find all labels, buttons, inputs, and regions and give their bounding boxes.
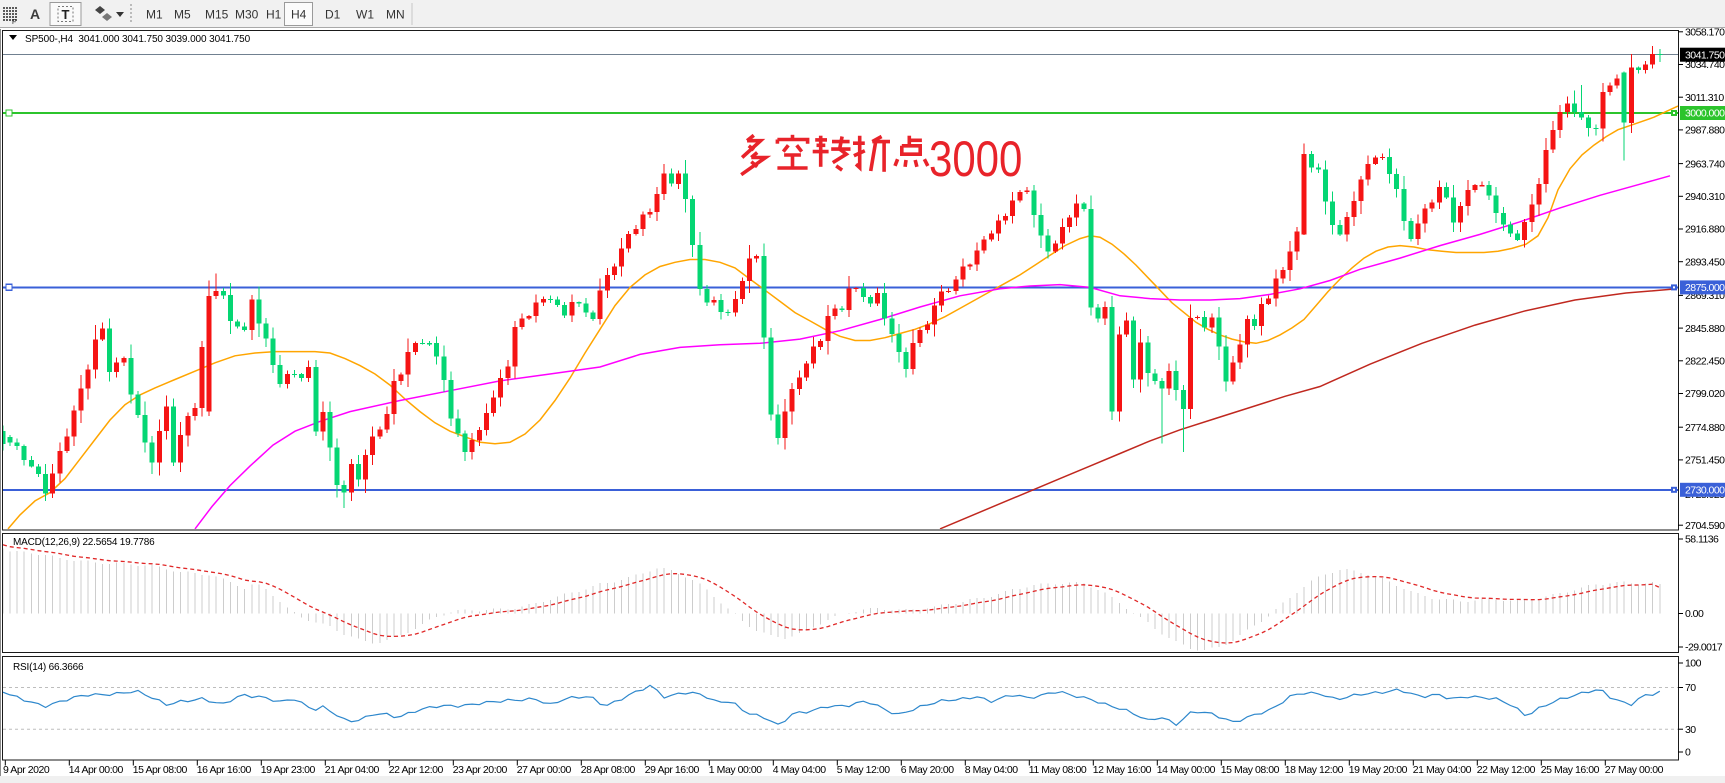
- svg-text:3011.310: 3011.310: [1685, 92, 1724, 104]
- svg-text:2893.450: 2893.450: [1685, 256, 1725, 268]
- svg-text:M15: M15: [205, 8, 229, 22]
- svg-text:2940.310: 2940.310: [1685, 191, 1725, 203]
- svg-text:1 May 00:00: 1 May 00:00: [709, 764, 762, 776]
- svg-text:11 May 08:00: 11 May 08:00: [1029, 764, 1087, 776]
- svg-text:29 Apr 16:00: 29 Apr 16:00: [645, 764, 700, 776]
- svg-text:MACD(12,26,9) 22.5654 19.7786: MACD(12,26,9) 22.5654 19.7786: [13, 537, 155, 548]
- svg-text:M30: M30: [235, 8, 259, 22]
- svg-text:0.00: 0.00: [1685, 608, 1704, 620]
- svg-text:RSI(14) 66.3666: RSI(14) 66.3666: [13, 662, 84, 673]
- svg-text:14 Apr 00:00: 14 Apr 00:00: [69, 764, 124, 776]
- svg-text:3058.170: 3058.170: [1685, 27, 1725, 39]
- svg-text:A: A: [30, 6, 40, 22]
- svg-text:2875.000: 2875.000: [1685, 282, 1725, 294]
- svg-text:3034.740: 3034.740: [1685, 59, 1725, 71]
- svg-text:15 Apr 08:00: 15 Apr 08:00: [133, 764, 188, 776]
- svg-text:2704.590: 2704.590: [1685, 520, 1725, 532]
- svg-text:2751.450: 2751.450: [1685, 455, 1725, 467]
- svg-text:6 May 20:00: 6 May 20:00: [901, 764, 954, 776]
- svg-text:16 Apr 16:00: 16 Apr 16:00: [197, 764, 252, 776]
- svg-text:F: F: [12, 19, 16, 26]
- svg-text:5 May 12:00: 5 May 12:00: [837, 764, 890, 776]
- svg-text:3000: 3000: [929, 131, 1022, 187]
- svg-text:2799.020: 2799.020: [1685, 388, 1725, 400]
- svg-text:28 Apr 08:00: 28 Apr 08:00: [581, 764, 636, 776]
- svg-text:H4: H4: [291, 8, 307, 22]
- svg-text:30: 30: [1685, 724, 1696, 736]
- svg-text:2730.000: 2730.000: [1685, 485, 1725, 497]
- svg-text:2916.880: 2916.880: [1685, 224, 1725, 236]
- svg-text:19 Apr 23:00: 19 Apr 23:00: [261, 764, 316, 776]
- svg-text:25 May 16:00: 25 May 16:00: [1541, 764, 1600, 776]
- svg-text:21 Apr 04:00: 21 Apr 04:00: [325, 764, 380, 776]
- svg-text:9 Apr 2020: 9 Apr 2020: [3, 764, 50, 776]
- svg-text:58.1136: 58.1136: [1685, 534, 1719, 546]
- svg-text:4 May 04:00: 4 May 04:00: [773, 764, 826, 776]
- svg-text:2963.740: 2963.740: [1685, 158, 1725, 170]
- svg-text:2774.880: 2774.880: [1685, 422, 1725, 434]
- svg-text:21 May 04:00: 21 May 04:00: [1413, 764, 1472, 776]
- svg-text:3041.750: 3041.750: [1685, 49, 1725, 61]
- svg-text:100: 100: [1685, 658, 1702, 670]
- svg-text:2987.880: 2987.880: [1685, 125, 1725, 137]
- svg-text:27 May 00:00: 27 May 00:00: [1605, 764, 1664, 776]
- svg-text:3000.000: 3000.000: [1685, 108, 1725, 120]
- svg-text:70: 70: [1685, 682, 1696, 694]
- svg-text:H1: H1: [266, 8, 282, 22]
- svg-text:18 May 12:00: 18 May 12:00: [1285, 764, 1344, 776]
- svg-text:22 May 12:00: 22 May 12:00: [1477, 764, 1536, 776]
- svg-text:M1: M1: [146, 8, 163, 22]
- svg-text:2822.450: 2822.450: [1685, 356, 1725, 368]
- svg-text:2845.880: 2845.880: [1685, 323, 1725, 335]
- svg-text:M5: M5: [174, 8, 191, 22]
- svg-text:T: T: [62, 7, 70, 22]
- svg-text:SP500-,H4 3041.000 3041.750 3: SP500-,H4 3041.000 3041.750 3039.000 304…: [25, 34, 251, 45]
- svg-text:8 May 04:00: 8 May 04:00: [965, 764, 1018, 776]
- svg-text:15 May 08:00: 15 May 08:00: [1221, 764, 1280, 776]
- svg-text:19 May 20:00: 19 May 20:00: [1349, 764, 1408, 776]
- svg-text:0: 0: [1685, 747, 1691, 759]
- svg-text:D1: D1: [325, 8, 341, 22]
- svg-text:22 Apr 12:00: 22 Apr 12:00: [389, 764, 444, 776]
- svg-text:12 May 16:00: 12 May 16:00: [1093, 764, 1152, 776]
- svg-text:-29.0017: -29.0017: [1685, 642, 1723, 654]
- svg-text:14 May 00:00: 14 May 00:00: [1157, 764, 1216, 776]
- svg-text:27 Apr 00:00: 27 Apr 00:00: [517, 764, 572, 776]
- svg-text:MN: MN: [386, 8, 405, 22]
- svg-text:23 Apr 20:00: 23 Apr 20:00: [453, 764, 508, 776]
- svg-text:W1: W1: [356, 8, 374, 22]
